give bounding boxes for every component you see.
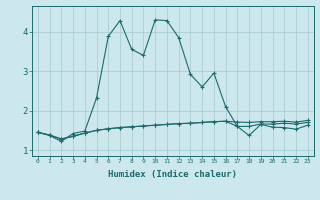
X-axis label: Humidex (Indice chaleur): Humidex (Indice chaleur) bbox=[108, 170, 237, 179]
